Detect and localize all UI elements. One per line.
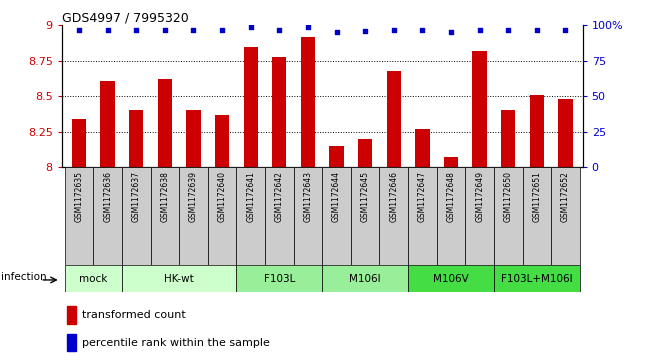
Bar: [465, 167, 494, 265]
Bar: [322, 167, 351, 265]
Text: GSM1172640: GSM1172640: [217, 171, 227, 222]
Text: GSM1172647: GSM1172647: [418, 171, 427, 222]
Bar: [387, 71, 401, 167]
Point: [561, 27, 571, 33]
Bar: [93, 167, 122, 265]
Text: GSM1172645: GSM1172645: [361, 171, 370, 222]
Point: [188, 27, 199, 33]
Text: GSM1172637: GSM1172637: [132, 171, 141, 222]
Text: GSM1172646: GSM1172646: [389, 171, 398, 222]
Bar: [236, 265, 322, 292]
Text: GSM1172643: GSM1172643: [303, 171, 312, 222]
Text: M106I: M106I: [350, 274, 381, 284]
Bar: [122, 167, 150, 265]
Text: M106V: M106V: [433, 274, 469, 284]
Bar: [64, 265, 122, 292]
Bar: [351, 167, 380, 265]
Point: [503, 27, 514, 33]
Text: GSM1172650: GSM1172650: [504, 171, 513, 222]
Bar: [265, 167, 294, 265]
Bar: [301, 37, 315, 167]
Text: GSM1172649: GSM1172649: [475, 171, 484, 222]
Text: GSM1172652: GSM1172652: [561, 171, 570, 222]
Bar: [150, 167, 179, 265]
Point: [532, 27, 542, 33]
Point: [389, 27, 399, 33]
Text: GSM1172635: GSM1172635: [74, 171, 83, 222]
Bar: [494, 265, 580, 292]
Text: F103L+M106I: F103L+M106I: [501, 274, 573, 284]
Point: [245, 24, 256, 30]
Bar: [129, 110, 143, 167]
Bar: [67, 306, 76, 324]
Bar: [551, 167, 580, 265]
Text: F103L: F103L: [264, 274, 295, 284]
Bar: [215, 115, 229, 167]
Bar: [72, 119, 86, 167]
Point: [274, 27, 284, 33]
Bar: [530, 95, 544, 167]
Bar: [444, 157, 458, 167]
Bar: [67, 334, 76, 351]
Bar: [329, 146, 344, 167]
Text: infection: infection: [1, 272, 47, 282]
Point: [331, 29, 342, 35]
Text: mock: mock: [79, 274, 107, 284]
Bar: [408, 265, 494, 292]
Text: GSM1172641: GSM1172641: [246, 171, 255, 222]
Point: [446, 29, 456, 35]
Text: transformed count: transformed count: [81, 310, 186, 320]
Bar: [272, 57, 286, 167]
Bar: [158, 79, 172, 167]
Text: GSM1172636: GSM1172636: [103, 171, 112, 222]
Bar: [236, 167, 265, 265]
Text: GDS4997 / 7995320: GDS4997 / 7995320: [62, 11, 189, 24]
Bar: [523, 167, 551, 265]
Text: GSM1172638: GSM1172638: [160, 171, 169, 222]
Point: [360, 28, 370, 34]
Point: [102, 27, 113, 33]
Text: GSM1172639: GSM1172639: [189, 171, 198, 222]
Bar: [408, 167, 437, 265]
Bar: [494, 167, 523, 265]
Point: [159, 27, 170, 33]
Text: GSM1172648: GSM1172648: [447, 171, 456, 222]
Bar: [186, 110, 201, 167]
Bar: [64, 167, 93, 265]
Bar: [208, 167, 236, 265]
Text: GSM1172644: GSM1172644: [332, 171, 341, 222]
Bar: [415, 129, 430, 167]
Point: [303, 24, 313, 30]
Bar: [322, 265, 408, 292]
Bar: [473, 51, 487, 167]
Bar: [179, 167, 208, 265]
Point: [131, 27, 141, 33]
Text: GSM1172651: GSM1172651: [533, 171, 542, 222]
Point: [417, 27, 428, 33]
Text: HK-wt: HK-wt: [164, 274, 194, 284]
Bar: [501, 110, 516, 167]
Bar: [358, 139, 372, 167]
Text: GSM1172642: GSM1172642: [275, 171, 284, 222]
Bar: [122, 265, 236, 292]
Point: [475, 27, 485, 33]
Bar: [100, 81, 115, 167]
Bar: [380, 167, 408, 265]
Bar: [437, 167, 465, 265]
Bar: [559, 99, 573, 167]
Point: [217, 27, 227, 33]
Bar: [294, 167, 322, 265]
Text: percentile rank within the sample: percentile rank within the sample: [81, 338, 270, 348]
Point: [74, 27, 84, 33]
Bar: [243, 47, 258, 167]
